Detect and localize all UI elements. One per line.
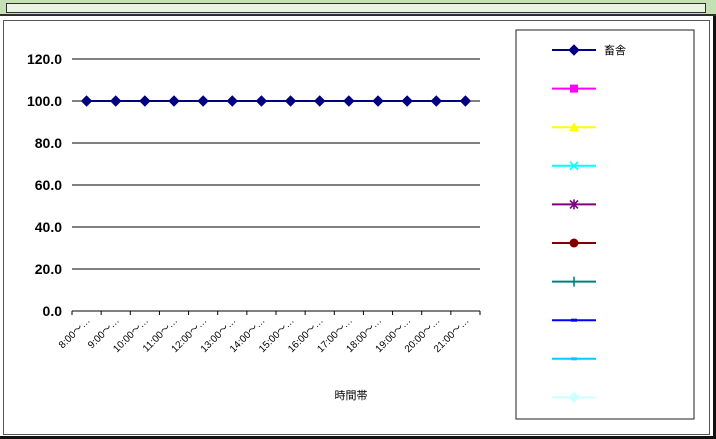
top-band-inner [6, 3, 706, 13]
y-tick-label: 60.0 [35, 177, 62, 193]
legend-marker [569, 238, 579, 248]
data-point [459, 95, 472, 107]
x-tick-labels: 8:00～…9:00～…10:00～…11:00～…12:00～…13:00～…… [57, 315, 472, 355]
data-point [197, 95, 209, 107]
legend-box [515, 29, 695, 420]
y-tick-label: 20.0 [35, 261, 62, 277]
y-tick-label: 120.0 [27, 51, 62, 67]
data-point [372, 95, 384, 107]
data-point [401, 95, 413, 107]
top-band [0, 0, 716, 16]
legend-marker [569, 199, 579, 210]
frame-edge-bottom [0, 436, 716, 439]
data-point [314, 95, 326, 107]
legend-marker [571, 318, 577, 322]
frame-edge-right [713, 16, 716, 439]
data-point [139, 95, 151, 107]
data-point [284, 95, 297, 107]
legend-label: 畜舎 [604, 43, 626, 57]
data-point [168, 95, 180, 107]
line-chart: 0.0 20.0 40.0 60.0 80.0 100.0 120.0 8:00～…9:00… [27, 29, 695, 420]
legend-marker [568, 44, 580, 56]
data-point [430, 95, 442, 107]
data-point [110, 95, 122, 107]
data-point [80, 95, 93, 107]
chart-area: 0.0 20.0 40.0 60.0 80.0 100.0 120.0 8:00～… 9:00… [3, 20, 710, 435]
legend-marker [571, 357, 577, 361]
y-tick-label: 100.0 [27, 93, 62, 109]
x-axis-title: 時間帯 [335, 389, 368, 402]
series-layer [80, 95, 472, 107]
legend-marker [569, 161, 579, 171]
y-tick-label: 40.0 [35, 219, 62, 235]
data-point [343, 95, 355, 107]
y-tick-label: 80.0 [35, 135, 62, 151]
legend-marker [568, 391, 580, 404]
y-tick-labels: 0.0 20.0 40.0 60.0 80.0 100.0 120.0 [27, 51, 62, 319]
y-tick-label: 0.0 [43, 303, 63, 319]
legend: 畜舎 [552, 43, 626, 404]
legend-marker [570, 84, 578, 93]
grid-lines [71, 58, 481, 315]
data-point [255, 95, 268, 107]
data-point [226, 95, 238, 107]
legend-marker [569, 122, 579, 132]
